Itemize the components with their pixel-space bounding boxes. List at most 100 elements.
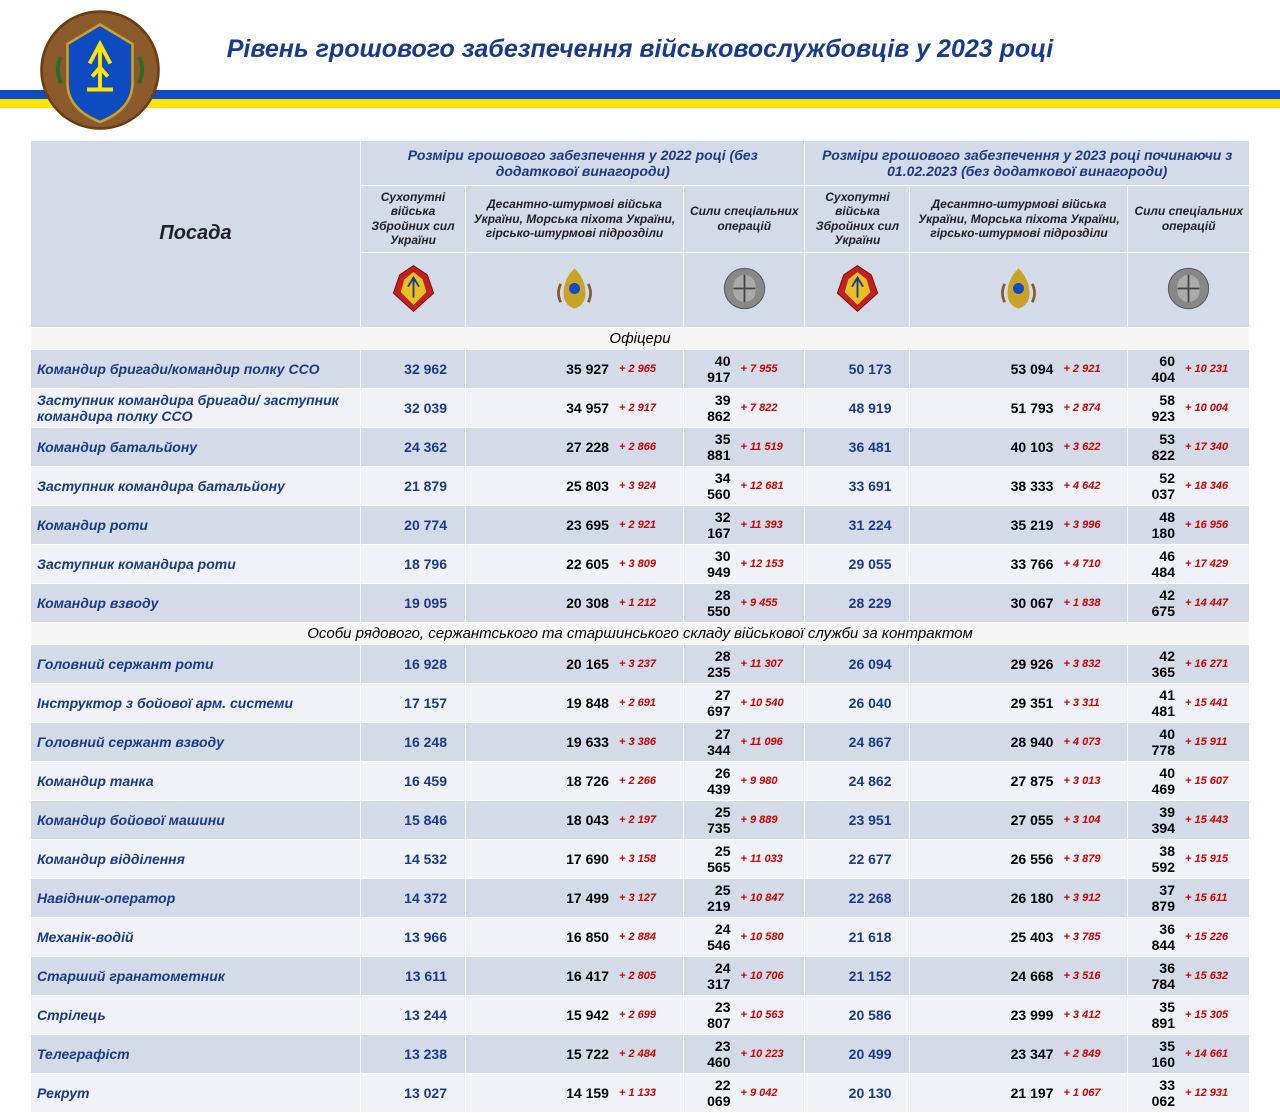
value-special-2022: 40 917+ 7 955: [683, 349, 805, 388]
position-cell: Рекрут: [31, 1073, 361, 1112]
value-ground-2022: 13 244: [361, 995, 466, 1034]
coat-of-arms-icon: [35, 5, 165, 135]
value-ground-2023: 20 586: [805, 995, 910, 1034]
value-special-2022: 24 546+ 10 580: [683, 917, 805, 956]
value-special-2022: 25 565+ 11 033: [683, 839, 805, 878]
value-assault-2023: 27 055+ 3 104: [910, 800, 1128, 839]
section-header: Особи рядового, сержантського та старшин…: [31, 622, 1250, 644]
position-cell: Командир батальйону: [31, 427, 361, 466]
value-ground-2022: 18 796: [361, 544, 466, 583]
position-cell: Стрілець: [31, 995, 361, 1034]
value-ground-2022: 17 157: [361, 683, 466, 722]
position-cell: Командир взводу: [31, 583, 361, 622]
value-ground-2023: 48 919: [805, 388, 910, 427]
table-row: Навідник-оператор14 37217 499+ 3 12725 2…: [31, 878, 1250, 917]
emblem-ground-icon: [361, 252, 466, 327]
value-assault-2022: 17 690+ 3 158: [466, 839, 684, 878]
value-special-2023: 60 404+ 10 231: [1128, 349, 1250, 388]
value-assault-2023: 28 940+ 4 073: [910, 722, 1128, 761]
value-assault-2023: 27 875+ 3 013: [910, 761, 1128, 800]
header-special-2022: Сили спеціальних операцій: [683, 186, 805, 253]
position-cell: Командир відділення: [31, 839, 361, 878]
value-special-2022: 23 460+ 10 223: [683, 1034, 805, 1073]
value-special-2023: 40 778+ 15 911: [1128, 722, 1250, 761]
value-ground-2022: 13 611: [361, 956, 466, 995]
value-special-2023: 48 180+ 16 956: [1128, 505, 1250, 544]
position-cell: Старший гранатометник: [31, 956, 361, 995]
value-special-2023: 36 784+ 15 632: [1128, 956, 1250, 995]
value-ground-2023: 29 055: [805, 544, 910, 583]
value-ground-2023: 28 229: [805, 583, 910, 622]
value-ground-2022: 16 928: [361, 644, 466, 683]
value-ground-2023: 22 268: [805, 878, 910, 917]
emblem-ground-icon: [805, 252, 910, 327]
value-ground-2022: 14 532: [361, 839, 466, 878]
position-cell: Командир роти: [31, 505, 361, 544]
table-row: Командир бригади/командир полку ССО32 96…: [31, 349, 1250, 388]
header-ground-2023: Сухопутні війська Збройних сил України: [805, 186, 910, 253]
value-assault-2023: 25 403+ 3 785: [910, 917, 1128, 956]
value-special-2022: 27 697+ 10 540: [683, 683, 805, 722]
value-special-2022: 34 560+ 12 681: [683, 466, 805, 505]
position-cell: Командир бойової машини: [31, 800, 361, 839]
header-special-2023: Сили спеціальних операцій: [1128, 186, 1250, 253]
value-ground-2023: 21 618: [805, 917, 910, 956]
value-special-2023: 58 923+ 10 004: [1128, 388, 1250, 427]
emblem-special-icon: [683, 252, 805, 327]
value-assault-2022: 17 499+ 3 127: [466, 878, 684, 917]
table-row: Заступник командира бригади/ заступник к…: [31, 388, 1250, 427]
value-special-2023: 39 394+ 15 443: [1128, 800, 1250, 839]
value-assault-2023: 35 219+ 3 996: [910, 505, 1128, 544]
value-ground-2022: 16 459: [361, 761, 466, 800]
value-assault-2022: 19 633+ 3 386: [466, 722, 684, 761]
value-assault-2023: 24 668+ 3 516: [910, 956, 1128, 995]
value-assault-2023: 23 999+ 3 412: [910, 995, 1128, 1034]
table-row: Головний сержант взводу16 24819 633+ 3 3…: [31, 722, 1250, 761]
table-row: Командир відділення14 53217 690+ 3 15825…: [31, 839, 1250, 878]
position-cell: Головний сержант взводу: [31, 722, 361, 761]
table-row: Заступник командира роти18 79622 605+ 3 …: [31, 544, 1250, 583]
section-header: Офіцери: [31, 327, 1250, 349]
header: Рівень грошового забезпечення військовос…: [0, 0, 1280, 140]
position-cell: Навідник-оператор: [31, 878, 361, 917]
value-special-2023: 38 592+ 15 915: [1128, 839, 1250, 878]
value-ground-2022: 13 027: [361, 1073, 466, 1112]
value-ground-2022: 24 362: [361, 427, 466, 466]
value-assault-2022: 14 159+ 1 133: [466, 1073, 684, 1112]
value-special-2023: 37 879+ 15 611: [1128, 878, 1250, 917]
value-special-2022: 25 219+ 10 847: [683, 878, 805, 917]
value-special-2023: 40 469+ 15 607: [1128, 761, 1250, 800]
value-special-2023: 46 484+ 17 429: [1128, 544, 1250, 583]
value-assault-2022: 25 803+ 3 924: [466, 466, 684, 505]
position-cell: Інструктор з бойової арм. системи: [31, 683, 361, 722]
value-ground-2022: 13 238: [361, 1034, 466, 1073]
value-assault-2023: 26 556+ 3 879: [910, 839, 1128, 878]
value-assault-2022: 18 043+ 2 197: [466, 800, 684, 839]
value-ground-2023: 22 677: [805, 839, 910, 878]
value-special-2022: 27 344+ 11 096: [683, 722, 805, 761]
value-assault-2022: 27 228+ 2 866: [466, 427, 684, 466]
value-ground-2023: 50 173: [805, 349, 910, 388]
value-ground-2023: 31 224: [805, 505, 910, 544]
table-row: Командир батальйону24 36227 228+ 2 86635…: [31, 427, 1250, 466]
value-ground-2022: 14 372: [361, 878, 466, 917]
value-assault-2023: 38 333+ 4 642: [910, 466, 1128, 505]
value-ground-2023: 20 130: [805, 1073, 910, 1112]
value-ground-2022: 13 966: [361, 917, 466, 956]
table-row: Заступник командира батальйону21 87925 8…: [31, 466, 1250, 505]
position-cell: Телеграфіст: [31, 1034, 361, 1073]
value-assault-2023: 26 180+ 3 912: [910, 878, 1128, 917]
value-special-2022: 26 439+ 9 980: [683, 761, 805, 800]
value-special-2023: 33 062+ 12 931: [1128, 1073, 1250, 1112]
value-assault-2022: 20 165+ 3 237: [466, 644, 684, 683]
table-row: Командир бойової машини15 84618 043+ 2 1…: [31, 800, 1250, 839]
header-group-2023: Розміри грошового забезпечення у 2023 ро…: [805, 141, 1250, 186]
position-cell: Командир танка: [31, 761, 361, 800]
value-ground-2023: 24 862: [805, 761, 910, 800]
table-row: Рекрут13 02714 159+ 1 13322 069+ 9 04220…: [31, 1073, 1250, 1112]
value-special-2023: 52 037+ 18 346: [1128, 466, 1250, 505]
emblem-special-icon: [1128, 252, 1250, 327]
value-special-2022: 30 949+ 12 153: [683, 544, 805, 583]
value-ground-2022: 19 095: [361, 583, 466, 622]
page-title: Рівень грошового забезпечення військовос…: [0, 0, 1280, 64]
